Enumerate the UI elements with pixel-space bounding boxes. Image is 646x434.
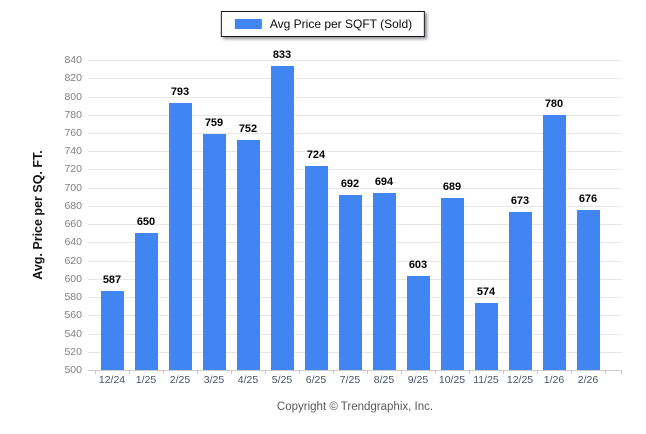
legend: Avg Price per SQFT (Sold) bbox=[220, 11, 426, 37]
x-axis-label: 3/25 bbox=[203, 374, 225, 386]
y-axis-tick-label: 560 bbox=[64, 309, 82, 322]
y-axis-tick-label: 760 bbox=[64, 126, 82, 139]
x-axis-label: 2/26 bbox=[577, 374, 599, 386]
bar-value-label: 793 bbox=[170, 85, 190, 98]
x-axis-label: 12/25 bbox=[506, 374, 534, 386]
y-axis-tick-label: 660 bbox=[64, 218, 82, 231]
bar-value-label: 692 bbox=[340, 177, 360, 190]
x-tick bbox=[265, 370, 266, 374]
bar-value-label: 780 bbox=[544, 97, 564, 110]
y-axis-tick-label: 520 bbox=[64, 345, 82, 358]
bar[interactable] bbox=[202, 133, 226, 370]
y-axis-tick-label: 680 bbox=[64, 199, 82, 212]
legend-label: Avg Price per SQFT (Sold) bbox=[269, 17, 413, 31]
plot-area: 840 820 800 780 760 740 720 700 680 660 640 620 600 5… bbox=[64, 49, 622, 386]
x-tick bbox=[537, 370, 538, 374]
x-tick bbox=[401, 370, 402, 374]
bar[interactable] bbox=[270, 66, 294, 370]
bar-value-label: 759 bbox=[204, 116, 224, 129]
bar[interactable] bbox=[508, 212, 532, 370]
x-axis-label: 12/24 bbox=[98, 374, 126, 386]
bar[interactable] bbox=[100, 290, 124, 370]
x-axis-label: 8/25 bbox=[373, 374, 395, 386]
y-axis-tick-label: 820 bbox=[64, 72, 82, 85]
bar-value-label: 694 bbox=[374, 176, 394, 189]
x-tick bbox=[621, 370, 622, 374]
gridline bbox=[88, 60, 622, 61]
x-axis-label: 7/25 bbox=[339, 374, 361, 386]
x-tick bbox=[605, 370, 606, 374]
x-tick bbox=[435, 370, 436, 374]
y-axis-tick-label: 700 bbox=[64, 181, 82, 194]
gridline bbox=[88, 96, 622, 98]
y-axis-tick-label: 740 bbox=[64, 145, 82, 158]
gridline bbox=[88, 132, 622, 134]
bar-value-label: 587 bbox=[102, 273, 122, 286]
x-axis-label: 2/25 bbox=[169, 374, 191, 386]
gridline bbox=[88, 169, 622, 171]
y-axis-tick-label: 780 bbox=[64, 108, 82, 121]
x-tick bbox=[367, 370, 368, 374]
y-axis-tick-label: 640 bbox=[64, 236, 82, 249]
gridline bbox=[88, 114, 622, 116]
y-axis-tick-label: 500 bbox=[64, 364, 82, 376]
bar[interactable] bbox=[168, 102, 192, 370]
bar-value-label: 650 bbox=[136, 216, 156, 229]
bar[interactable] bbox=[304, 165, 328, 370]
bar[interactable] bbox=[576, 209, 600, 370]
gridline bbox=[88, 78, 622, 80]
bar-value-label: 574 bbox=[476, 285, 496, 298]
bar[interactable] bbox=[440, 197, 464, 370]
y-axis-tick-label: 600 bbox=[64, 272, 82, 285]
x-tick bbox=[231, 370, 232, 374]
bar[interactable] bbox=[236, 140, 260, 370]
x-axis-label: 5/25 bbox=[271, 374, 293, 386]
x-tick bbox=[503, 370, 504, 374]
bar-value-label: 676 bbox=[578, 192, 598, 205]
x-tick bbox=[129, 370, 130, 374]
bar[interactable] bbox=[372, 193, 396, 370]
bar-value-label: 724 bbox=[306, 148, 326, 161]
x-tick bbox=[571, 370, 572, 374]
x-tick bbox=[469, 370, 470, 374]
bar[interactable] bbox=[338, 194, 362, 370]
x-axis-label: 11/25 bbox=[473, 374, 499, 386]
y-axis-tick-label: 840 bbox=[64, 54, 82, 66]
x-axis-label: 6/25 bbox=[305, 374, 327, 386]
x-axis-label: 9/25 bbox=[407, 374, 429, 386]
y-axis-tick-label: 620 bbox=[64, 254, 82, 267]
x-tick bbox=[333, 370, 334, 374]
x-axis-label: 4/25 bbox=[237, 374, 259, 386]
gridline bbox=[88, 151, 622, 153]
x-tick bbox=[95, 370, 96, 374]
copyright-text: Copyright © Trendgraphix, Inc. bbox=[276, 401, 434, 413]
bar[interactable] bbox=[542, 114, 566, 370]
x-tick bbox=[163, 370, 164, 374]
y-axis-tick-label: 720 bbox=[64, 163, 82, 176]
x-tick bbox=[197, 370, 198, 374]
x-axis-label: 1/26 bbox=[543, 374, 565, 386]
gridline bbox=[88, 187, 622, 189]
bar[interactable] bbox=[134, 233, 158, 370]
bar[interactable] bbox=[474, 302, 498, 370]
y-axis-tick-label: 580 bbox=[64, 291, 82, 304]
x-axis-label: 1/25 bbox=[135, 374, 157, 386]
bar[interactable] bbox=[406, 276, 430, 370]
y-axis-tick-label: 800 bbox=[64, 90, 82, 103]
legend-swatch-icon bbox=[234, 19, 262, 29]
bar-value-label: 603 bbox=[408, 259, 428, 272]
bar-value-label: 752 bbox=[238, 123, 258, 136]
bar-value-label: 673 bbox=[510, 195, 530, 208]
x-tick bbox=[299, 370, 300, 374]
gridline bbox=[88, 370, 622, 371]
x-axis-label: 10/25 bbox=[438, 374, 466, 386]
bar-value-label: 689 bbox=[442, 180, 462, 193]
bar-value-label: 833 bbox=[272, 49, 292, 62]
y-axis-tick-label: 540 bbox=[64, 327, 82, 340]
